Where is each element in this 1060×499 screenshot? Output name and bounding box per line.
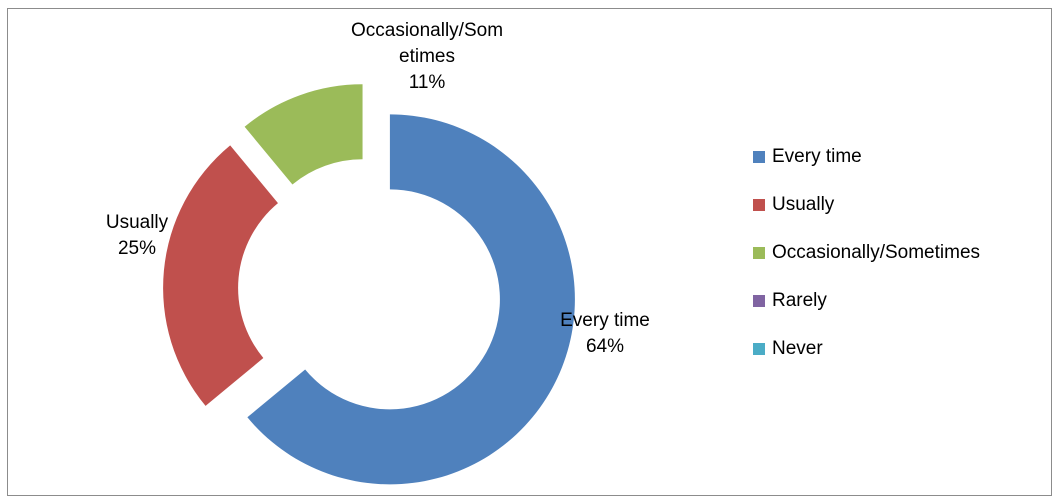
legend: Every time Usually Occasionally/Sometime… xyxy=(753,145,980,385)
data-label-occasionally-sometimes: Occasionally/Som etimes 11% xyxy=(317,18,537,96)
data-label-usually-value: 25% xyxy=(117,238,157,259)
legend-label-every-time: Every time xyxy=(772,146,862,167)
legend-swatch-usually xyxy=(753,199,765,211)
data-label-occasionally-sometimes-name-line: Occasionally/Som xyxy=(350,20,504,41)
donut-slice-every-time xyxy=(247,114,575,485)
legend-label-occasionally-sometimes: Occasionally/Sometimes xyxy=(772,242,981,263)
legend-swatch-every-time xyxy=(753,151,765,163)
legend-label-rarely: Rarely xyxy=(772,290,827,311)
legend-label-never: Never xyxy=(772,338,823,359)
legend-swatch-rarely xyxy=(753,295,765,307)
data-label-every-time: Every time 64% xyxy=(530,308,680,360)
data-label-occasionally-sometimes-name: Occasionally/Som etimes xyxy=(317,18,537,70)
data-label-usually: Usually 25% xyxy=(87,210,187,262)
donut-slice-usually xyxy=(163,145,278,406)
legend-item-usually: Usually xyxy=(753,193,980,217)
data-label-every-time-name: Every time xyxy=(560,310,650,331)
legend-swatch-occasionally-sometimes xyxy=(753,247,765,259)
donut-slice-occasionally-sometimes xyxy=(244,84,363,185)
legend-item-occasionally-sometimes: Occasionally/Sometimes xyxy=(753,241,980,265)
legend-item-rarely: Rarely xyxy=(753,289,980,313)
legend-swatch-never xyxy=(753,343,765,355)
legend-item-every-time: Every time xyxy=(753,145,980,169)
data-label-every-time-value: 64% xyxy=(585,336,625,357)
data-label-occasionally-sometimes-value: 11% xyxy=(408,72,446,93)
data-label-occasionally-sometimes-name-line: etimes xyxy=(399,46,455,67)
legend-item-never: Never xyxy=(753,337,980,361)
data-label-usually-name: Usually xyxy=(105,212,169,233)
legend-label-usually: Usually xyxy=(772,194,835,215)
